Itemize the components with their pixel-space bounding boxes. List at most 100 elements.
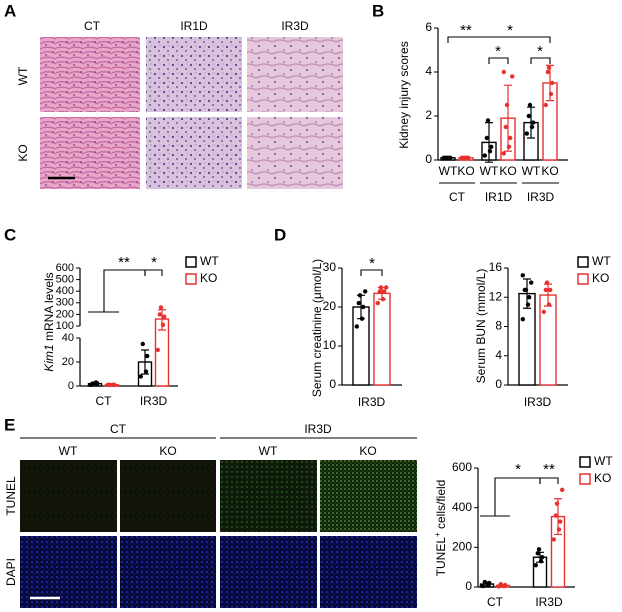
y-tick-label: 20 <box>323 299 337 313</box>
y-axis-label: Serum BUN (mmol/L) <box>474 269 488 384</box>
y-tick-label: 300 <box>56 297 74 309</box>
y-axis-label: Kim1 mRNA levels <box>42 272 56 371</box>
y-tick-label: 4 <box>425 64 432 78</box>
y-tick-label: 30 <box>323 260 337 274</box>
error-bar <box>527 106 535 139</box>
data-point <box>158 305 164 310</box>
legend-label: WT <box>200 254 219 268</box>
data-point <box>503 582 508 588</box>
data-point <box>527 102 533 108</box>
bar-label: WT <box>439 164 458 178</box>
data-point <box>560 487 565 493</box>
data-point <box>554 501 560 506</box>
x-tick-label: IR1D <box>485 190 513 204</box>
micrograph <box>40 37 140 112</box>
significance-bracket <box>360 269 383 276</box>
micrograph <box>120 536 216 608</box>
bar-label: WT <box>480 164 499 178</box>
y-tick-label: 40 <box>62 332 74 344</box>
y-axis-label: Serum creatinine (μmol/L) <box>310 259 324 397</box>
bar <box>373 292 391 386</box>
row-label: TUNEL <box>4 476 18 516</box>
panel-label: E <box>4 415 15 434</box>
data-point <box>359 316 365 321</box>
x-tick-label: IR3D <box>527 190 555 204</box>
data-point <box>546 302 552 307</box>
legend-label: KO <box>200 271 217 285</box>
column-label: IR3D <box>281 19 309 33</box>
data-point <box>107 382 113 387</box>
error-bar <box>504 84 512 152</box>
y-tick-label: 200 <box>56 308 74 320</box>
y-tick-label: 0 <box>425 152 432 166</box>
row-label: KO <box>16 144 30 161</box>
data-point <box>356 300 361 306</box>
panel-label: B <box>372 1 384 20</box>
micrograph <box>20 460 117 532</box>
bar-label: KO <box>499 164 516 178</box>
data-point <box>536 547 542 552</box>
legend-swatch <box>577 273 589 285</box>
x-tick-label: IR3D <box>524 395 552 409</box>
data-point <box>524 131 529 136</box>
data-point <box>556 527 562 532</box>
significance-bracket <box>539 477 559 484</box>
bar-label: KO <box>457 164 474 178</box>
column-label: WT <box>259 444 278 458</box>
y-tick-label: 6 <box>425 20 432 34</box>
legend-swatch <box>185 273 197 285</box>
significance-label: * <box>151 254 157 271</box>
row-label: DAPI <box>4 558 18 586</box>
data-point <box>155 347 160 353</box>
significance-label: * <box>369 255 375 272</box>
data-point <box>551 537 556 542</box>
legend-label: WT <box>594 454 613 468</box>
significance-bracket <box>144 269 163 276</box>
data-point <box>462 155 468 160</box>
y-tick-label: 400 <box>56 285 74 297</box>
data-point <box>112 382 117 387</box>
micrograph <box>146 37 242 112</box>
panel-label: A <box>4 1 16 20</box>
data-point <box>558 519 563 524</box>
legend-swatch <box>579 456 591 468</box>
legend-swatch <box>579 473 591 485</box>
data-point <box>553 513 558 518</box>
column-label: CT <box>84 19 101 33</box>
legend-label: WT <box>592 254 611 268</box>
data-point <box>533 562 538 568</box>
y-tick-label: 12 <box>489 289 503 303</box>
data-point <box>162 314 167 319</box>
significance-bracket <box>88 269 146 313</box>
significance-label: ** <box>118 254 130 271</box>
data-point <box>375 300 380 306</box>
y-axis-label: TUNEL+ cells/field <box>433 480 449 577</box>
data-point <box>504 102 510 108</box>
group-label: CT <box>110 422 127 436</box>
data-point <box>482 579 487 585</box>
data-point <box>548 91 554 97</box>
data-point <box>485 118 491 123</box>
micrograph <box>247 117 343 189</box>
x-tick-label: IR3D <box>535 595 563 609</box>
micrograph <box>20 536 117 608</box>
data-point <box>382 289 387 294</box>
data-point <box>145 353 150 359</box>
data-point <box>529 124 535 130</box>
y-tick-label: 600 <box>56 262 74 274</box>
data-point <box>535 551 540 556</box>
data-point <box>489 144 494 149</box>
legend-swatch <box>185 256 197 268</box>
data-point <box>384 285 389 290</box>
bar-label: KO <box>541 164 558 178</box>
data-point <box>506 144 512 149</box>
significance-label: ** <box>460 22 472 39</box>
y-tick-label: 0 <box>495 377 502 391</box>
data-point <box>520 316 525 322</box>
micrograph <box>220 536 317 608</box>
data-point <box>543 102 548 108</box>
row-label: WT <box>16 66 30 85</box>
significance-label: * <box>515 461 521 478</box>
y-axis-label-part: mRNA levels <box>42 272 56 344</box>
